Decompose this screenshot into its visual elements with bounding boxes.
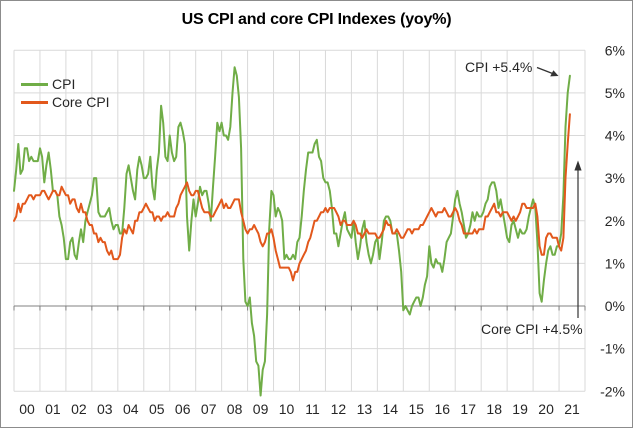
- x-axis-tick-label: 21: [564, 401, 580, 417]
- x-axis-tick-label: 01: [45, 401, 61, 417]
- y-axis-tick-label: 3%: [605, 170, 625, 186]
- legend-item-cpi: CPI: [21, 75, 110, 93]
- x-axis-tick-label: 02: [71, 401, 87, 417]
- cpi-line-series: [13, 66, 571, 397]
- y-axis-tick-label: 5%: [605, 85, 625, 101]
- legend: CPI Core CPI: [21, 75, 110, 111]
- y-axis-tick-label: 4%: [605, 128, 625, 144]
- core-cpi-line-series: [13, 113, 571, 282]
- x-axis-tick-label: 07: [201, 401, 217, 417]
- y-axis-tick-label: 0%: [605, 298, 625, 314]
- x-axis-tick-label: 03: [97, 401, 113, 417]
- x-axis-tick-label: 00: [19, 401, 35, 417]
- x-axis-tick-label: 14: [383, 401, 399, 417]
- cpi-annotation-arrowhead: [550, 70, 559, 77]
- x-axis-tick-label: 08: [227, 401, 243, 417]
- core-cpi-line-swatch: [21, 100, 48, 104]
- annotation-core-cpi-value: Core CPI +4.5%: [481, 321, 583, 337]
- y-axis-tick-label: -2%: [600, 383, 625, 399]
- legend-label-core-cpi: Core CPI: [52, 94, 110, 110]
- cpi-line-swatch: [21, 82, 48, 86]
- y-axis-tick-label: 1%: [605, 255, 625, 271]
- x-axis-tick-label: 05: [149, 401, 165, 417]
- x-axis-tick-label: 15: [409, 401, 425, 417]
- y-axis-tick-label: 2%: [605, 213, 625, 229]
- y-axis-tick-label: -1%: [600, 341, 625, 357]
- x-axis-tick-label: 09: [253, 401, 269, 417]
- x-axis-tick-label: 18: [486, 401, 502, 417]
- x-axis-tick-label: 16: [435, 401, 451, 417]
- x-axis-tick-label: 06: [175, 401, 191, 417]
- x-axis-tick-label: 20: [538, 401, 554, 417]
- annotation-cpi-value: CPI +5.4%: [465, 59, 533, 75]
- x-axis-tick-label: 13: [357, 401, 373, 417]
- x-axis-tick-label: 19: [512, 401, 528, 417]
- core-annotation-arrowhead: [574, 160, 582, 171]
- legend-label-cpi: CPI: [52, 76, 76, 92]
- x-axis-tick-label: 04: [123, 401, 139, 417]
- chart-title: US CPI and core CPI Indexes (yoy%): [181, 11, 452, 28]
- legend-item-core-cpi: Core CPI: [21, 93, 110, 111]
- x-axis-tick-label: 17: [460, 401, 476, 417]
- x-axis-tick-label: 10: [279, 401, 295, 417]
- x-axis-tick-label: 12: [331, 401, 347, 417]
- cpi-annotation-arrow: [536, 66, 553, 75]
- y-axis-tick-label: 6%: [605, 42, 625, 58]
- x-axis-tick-label: 11: [305, 401, 320, 417]
